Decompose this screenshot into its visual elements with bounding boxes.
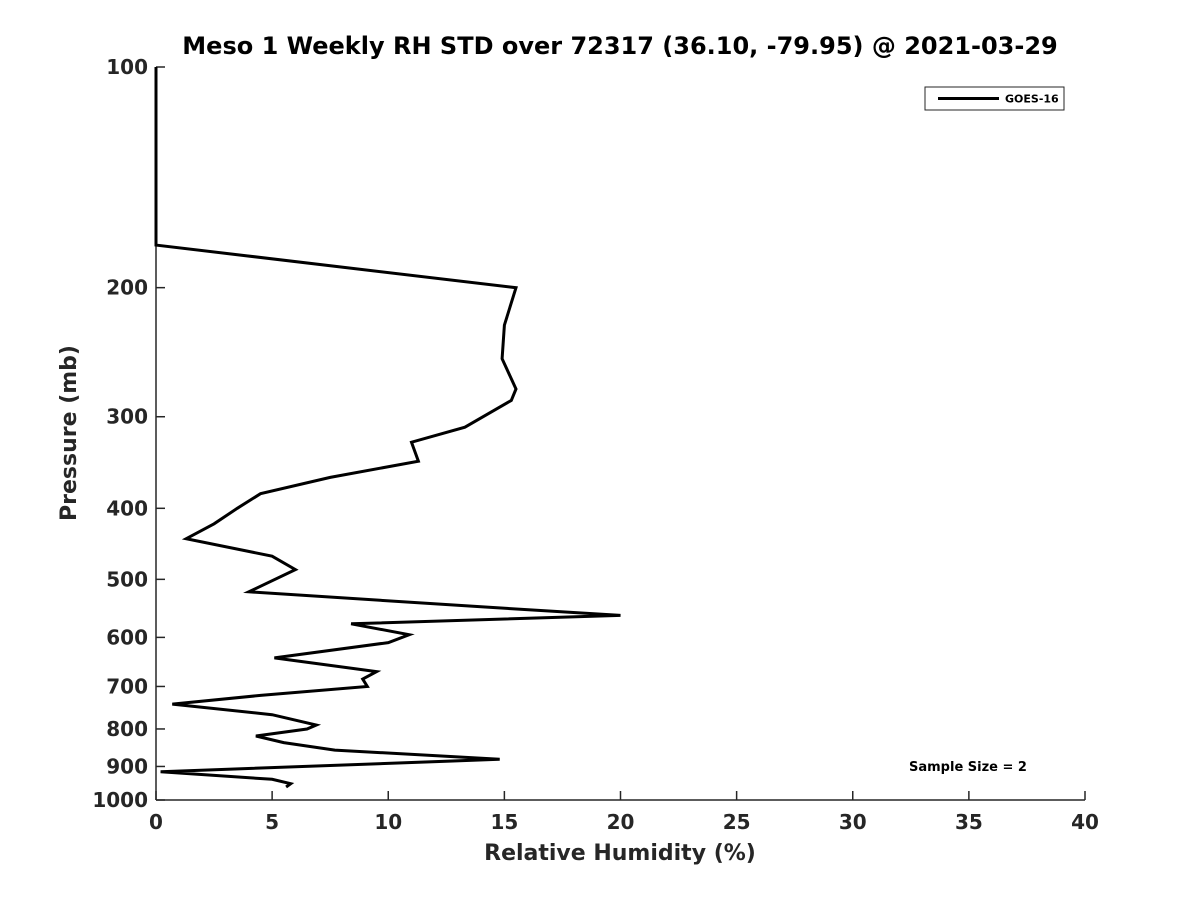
y-tick-label: 1000 [92,788,148,812]
y-tick-label: 900 [106,754,148,778]
series-lines [154,67,621,789]
y-tick-label: 300 [106,405,148,429]
x-tick-label: 35 [955,810,983,834]
y-axis-ticks: 100 200 300 400 500 600 700 800 900 1000 [92,55,165,812]
x-tick-label: 30 [839,810,867,834]
series-line-goes-16 [154,67,621,789]
y-tick-label: 500 [106,567,148,591]
sample-size-annotation: Sample Size = 2 [909,760,1027,775]
x-tick-label: 10 [374,810,402,834]
x-tick-label: 5 [265,810,279,834]
x-tick-label: 25 [723,810,751,834]
legend: GOES-16 [924,86,1065,111]
legend-label-goes-16: GOES-16 [1005,93,1059,106]
x-axis-ticks: 0 5 10 15 20 25 30 35 40 [149,791,1099,834]
y-tick-label: 400 [106,496,148,520]
x-tick-label: 20 [607,810,635,834]
chart-title: Meso 1 Weekly RH STD over 72317 (36.10, … [182,32,1057,60]
x-axis-label: Relative Humidity (%) [484,841,756,866]
y-tick-label: 700 [106,674,148,698]
x-tick-label: 15 [490,810,518,834]
y-tick-label: 600 [106,625,148,649]
x-tick-label: 0 [149,810,163,834]
y-axis-label: Pressure (mb) [57,345,82,521]
y-tick-label: 200 [106,276,148,300]
y-tick-label: 100 [106,55,148,79]
y-tick-label: 800 [106,717,148,741]
x-tick-label: 40 [1071,810,1099,834]
